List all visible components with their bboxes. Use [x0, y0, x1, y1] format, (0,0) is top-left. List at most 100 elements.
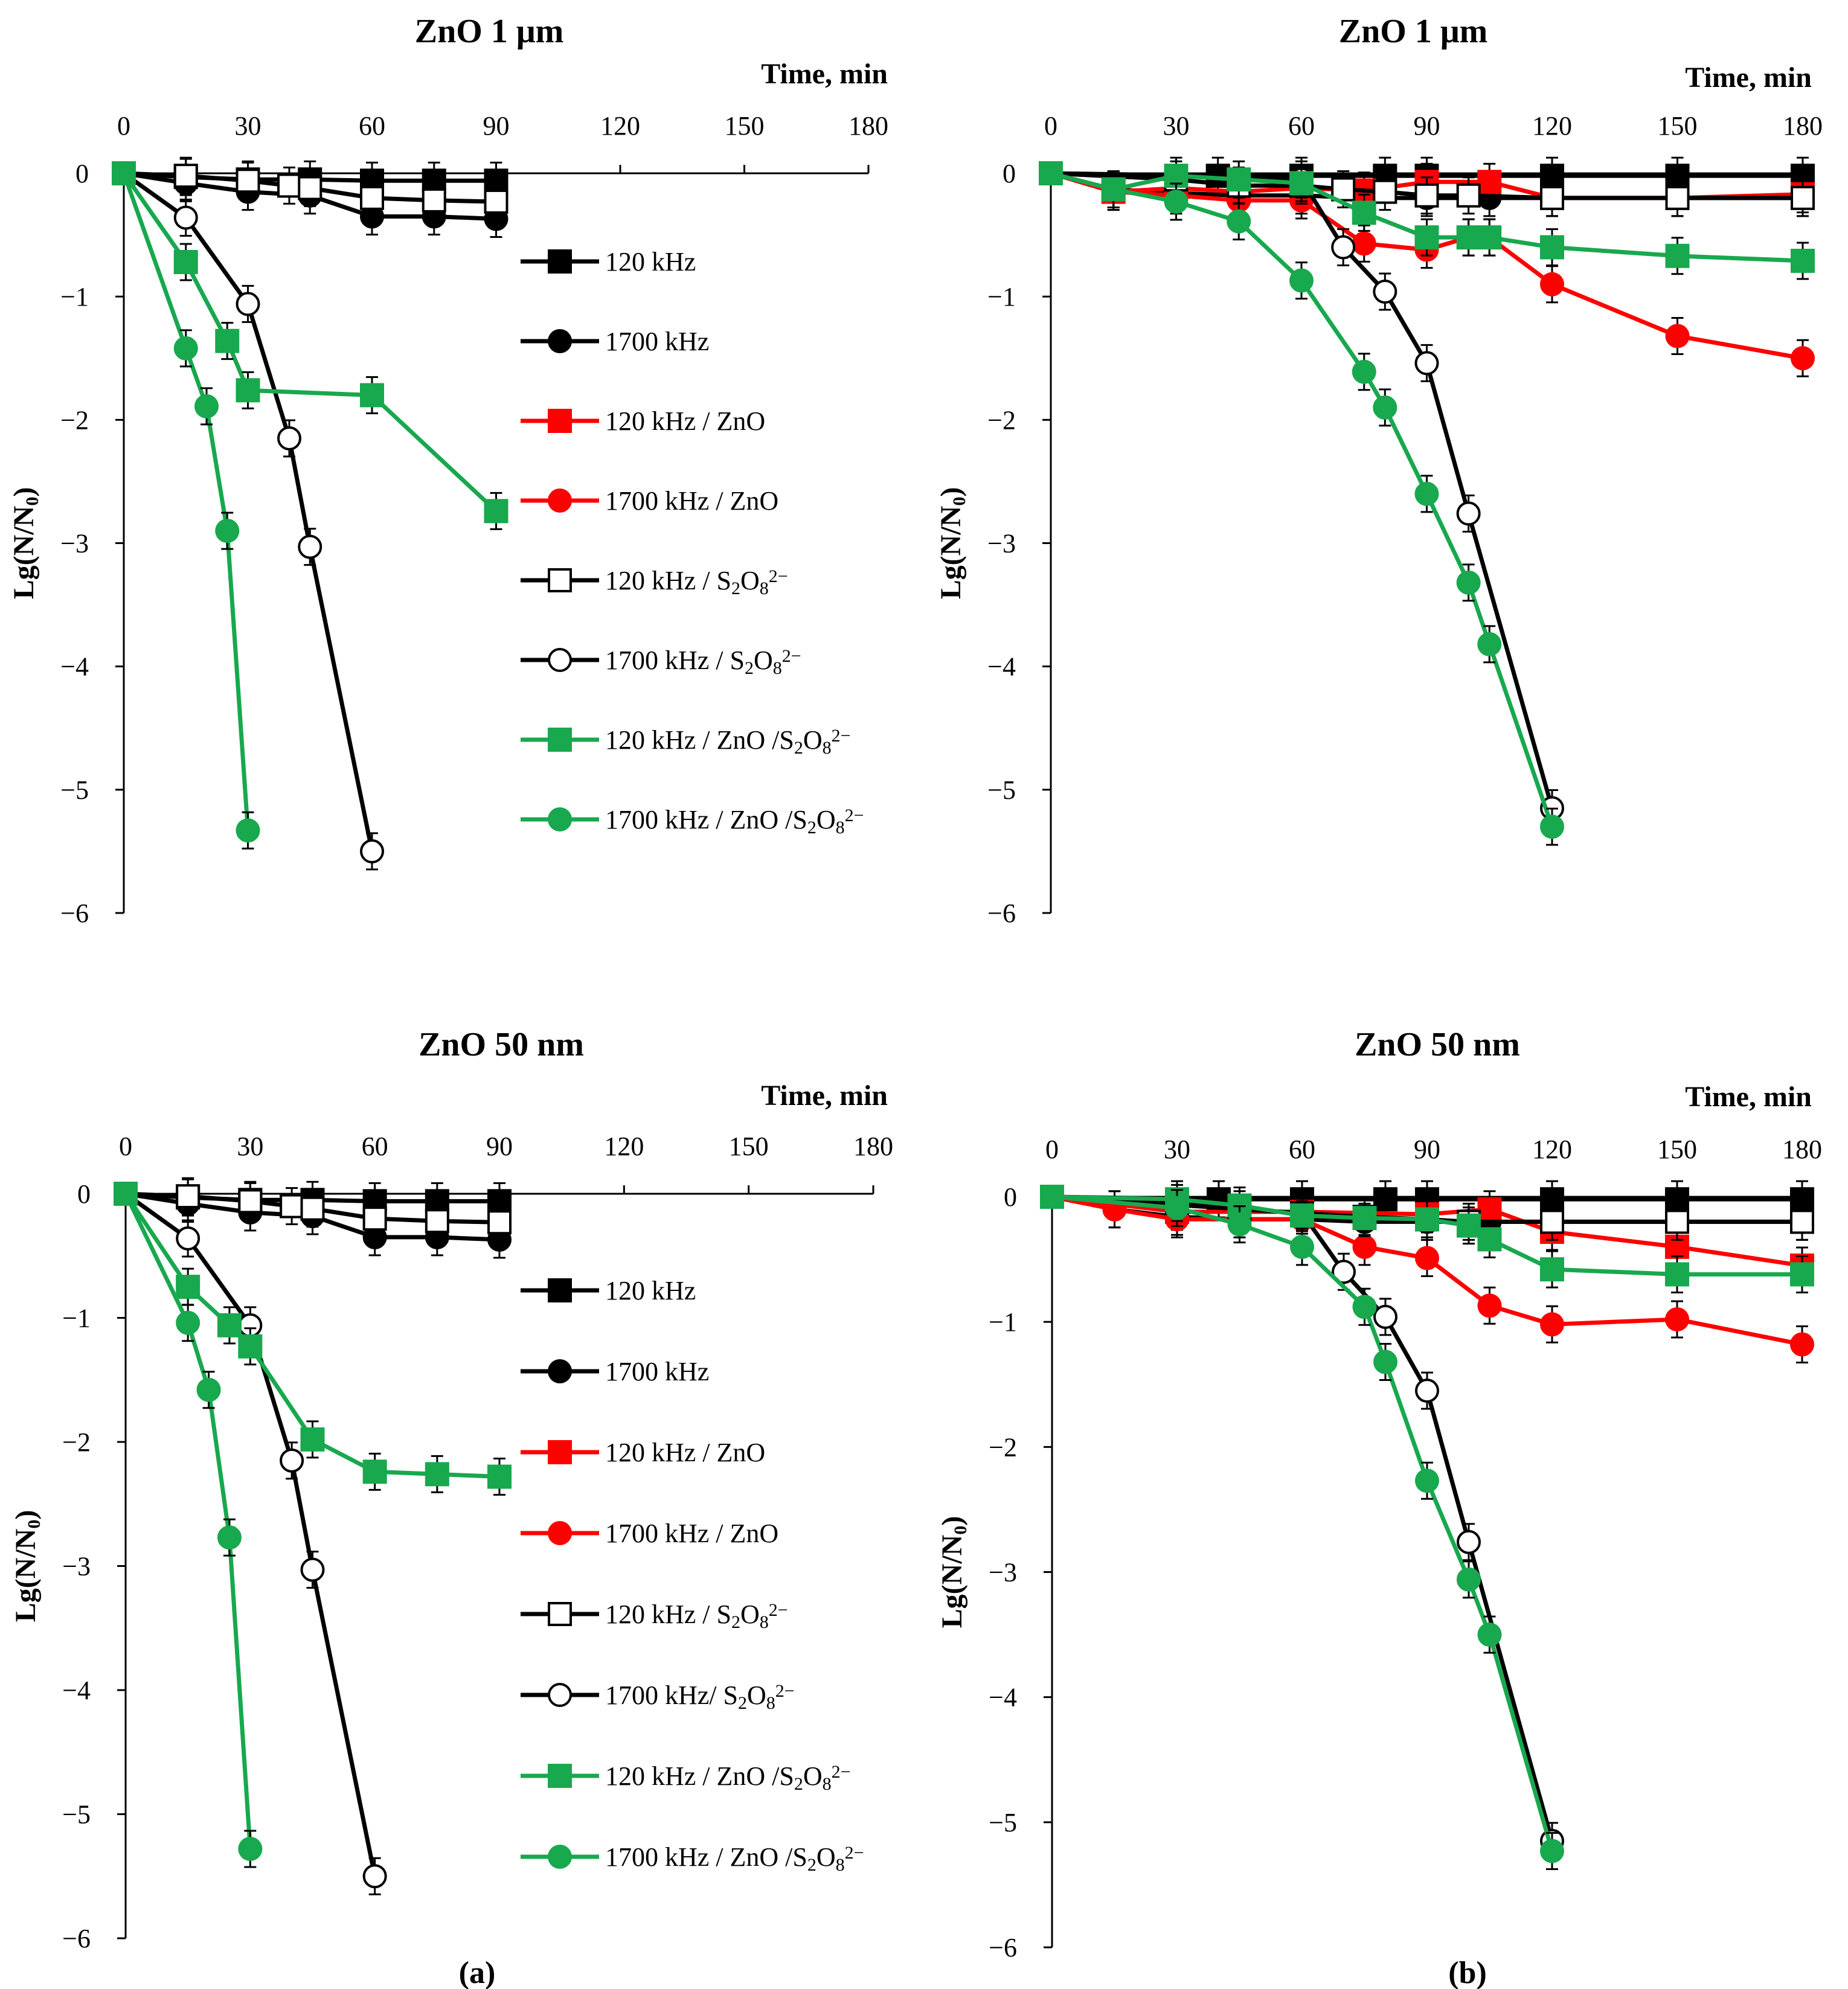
chart-title: ZnO 50 nm: [1355, 1026, 1520, 1063]
x-tick-label: 180: [849, 111, 888, 141]
series-line: [124, 1192, 377, 1877]
data-point: [176, 1184, 201, 1209]
legend-label: 1700 kHz / ZnO: [605, 1519, 778, 1548]
data-point: [1415, 1246, 1439, 1270]
data-point: [1540, 1209, 1564, 1234]
y-tick-label: −1: [987, 282, 1016, 312]
x-tick-label: 30: [237, 1132, 263, 1161]
data-point: [1415, 1379, 1439, 1403]
data-point: [1540, 1312, 1564, 1337]
data-point: [277, 173, 301, 198]
y-tick-label: −2: [62, 1427, 91, 1457]
y-tick-label: −6: [987, 898, 1016, 928]
data-point: [1477, 225, 1502, 250]
data-point: [1457, 1529, 1481, 1554]
y-tick-label: −4: [987, 652, 1016, 682]
legend-label: 1700 kHz / ZnO: [605, 486, 778, 516]
y-axis-label: Lg(N/N0): [10, 1510, 44, 1622]
data-point: [360, 383, 384, 408]
data-point: [1665, 243, 1690, 268]
x-tick-label: 30: [1163, 111, 1190, 141]
series-line: [1051, 1194, 1554, 1842]
x-tick-label: 30: [235, 111, 261, 141]
data-point: [425, 1462, 449, 1487]
data-point: [1457, 1567, 1481, 1592]
data-point: [362, 1459, 387, 1484]
data-point: [1540, 185, 1564, 210]
x-tick-label: 30: [1164, 1135, 1190, 1164]
y-tick-label: −2: [987, 405, 1016, 435]
x-tick-label: 0: [117, 111, 130, 141]
data-point: [280, 1194, 304, 1219]
data-point: [1290, 1234, 1314, 1259]
data-point: [1457, 1213, 1481, 1238]
data-point: [1665, 185, 1690, 210]
x-tick-label: 60: [1288, 111, 1315, 141]
series: [114, 1182, 387, 1895]
panel-b-top: ZnO 1 μm Time, min: [1339, 13, 1812, 94]
y-axis-label: Lg(N/N0): [936, 1516, 971, 1629]
data-point: [1373, 1187, 1397, 1212]
series: [1039, 160, 1564, 827]
series: [112, 161, 260, 850]
data-point: [215, 519, 240, 543]
data-point: [236, 378, 260, 403]
x-tick-label: 120: [604, 1132, 644, 1161]
panel-a-top: ZnO 1 μm Time, min: [415, 13, 888, 90]
data-point: [1790, 1262, 1814, 1287]
x-tick-label: 90: [1414, 111, 1440, 141]
x-tick-label: 90: [483, 111, 510, 141]
data-point: [425, 1209, 449, 1234]
y-axis-label: Lg(N/N0): [935, 487, 969, 600]
data-point: [1791, 346, 1815, 371]
y-tick-label: −6: [62, 1924, 91, 1953]
x-tick-label: 150: [1657, 1135, 1697, 1164]
data-point: [215, 328, 240, 353]
data-point: [1289, 268, 1314, 293]
data-point: [1331, 177, 1356, 202]
data-point: [1477, 1293, 1502, 1318]
y-tick-label: −2: [989, 1432, 1017, 1462]
data-point: [1791, 248, 1815, 273]
x-tick-label: 180: [1783, 111, 1823, 141]
data-point: [422, 188, 446, 213]
data-point: [1352, 1206, 1377, 1231]
y-tick-label: −6: [989, 1933, 1017, 1962]
data-point: [176, 1310, 201, 1335]
chart-title: ZnO 1 μm: [415, 13, 563, 50]
x-tick-label: 0: [1044, 111, 1057, 141]
x-tick-label: 60: [359, 111, 385, 141]
y-tick-label: −3: [60, 529, 89, 559]
data-point: [362, 1206, 387, 1231]
chart-4: 0 30 60 90 120 150 180 0 −1 −2 −3 −4 −5 −6 Lg(N/N0): [936, 1135, 1822, 1962]
data-point: [1373, 1304, 1397, 1329]
legend-marker: [548, 1359, 572, 1383]
data-point: [1227, 167, 1251, 192]
y-tick-label: −4: [62, 1676, 91, 1705]
legend-marker: [548, 807, 572, 831]
data-point: [1352, 359, 1376, 384]
data-point: [300, 1427, 325, 1452]
series: [114, 1177, 512, 1241]
data-point: [236, 818, 260, 843]
data-point: [1373, 1350, 1397, 1374]
legend-marker: [548, 728, 572, 752]
legend-marker: [548, 648, 572, 672]
legend-marker: [548, 1845, 572, 1869]
y-tick-label: −3: [989, 1558, 1017, 1587]
y-tick-label: −1: [60, 282, 89, 312]
legend-marker: [548, 1440, 572, 1464]
y-tick-label: −1: [989, 1307, 1017, 1337]
legend-label: 120 kHz / S2O82−: [605, 1600, 788, 1632]
x-tick-label: 0: [1045, 1135, 1059, 1164]
data-point: [1373, 395, 1397, 420]
data-point: [298, 534, 322, 559]
data-point: [173, 205, 198, 230]
data-point: [1414, 481, 1439, 506]
data-point: [1332, 1260, 1356, 1284]
legend-marker: [548, 1602, 572, 1626]
data-point: [1456, 501, 1481, 526]
data-point: [236, 292, 260, 316]
legend-label: 120 kHz / S2O82−: [605, 566, 788, 598]
